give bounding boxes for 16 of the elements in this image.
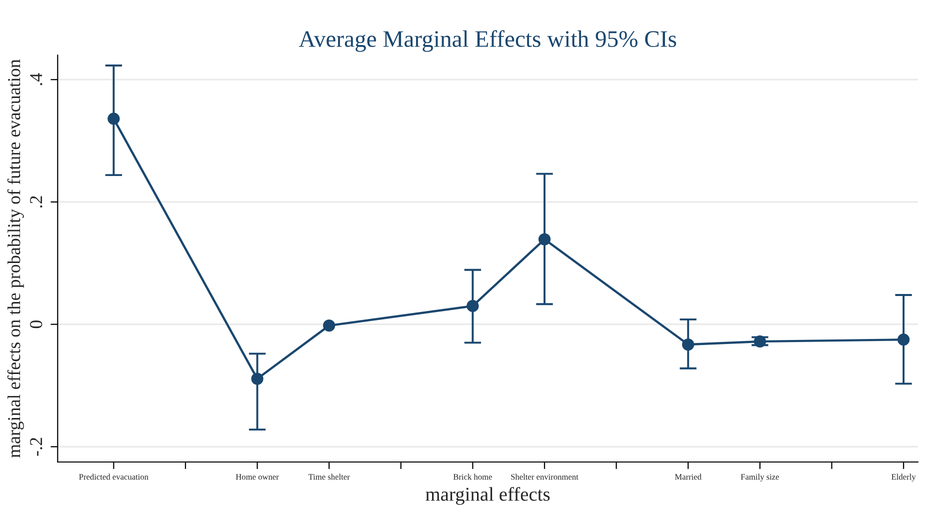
x-tick-label: Predicted evacuation xyxy=(79,474,148,480)
y-axis-title: marginal effects on the probability of future evacuation xyxy=(7,59,24,458)
x-tick-label: Brick home xyxy=(453,474,492,480)
y-tick-label: .4 xyxy=(30,73,42,86)
x-tick-label: Home owner xyxy=(236,474,279,480)
x-tick-label: Time shelter xyxy=(308,474,350,480)
y-tick-label: 0 xyxy=(30,320,42,328)
x-tick-label: Shelter environment xyxy=(511,474,578,480)
x-tick-label: Family size xyxy=(740,474,779,482)
point xyxy=(323,319,336,332)
y-tick-label: .2 xyxy=(30,196,42,208)
x-axis-title: marginal effects xyxy=(426,486,550,505)
y-tick-label: -.2 xyxy=(30,438,42,456)
chart-title: Average Marginal Effects with 95% CIs xyxy=(298,30,676,52)
x-tick-label: Elderly xyxy=(892,474,916,482)
x-tick-label: Married xyxy=(674,474,702,480)
